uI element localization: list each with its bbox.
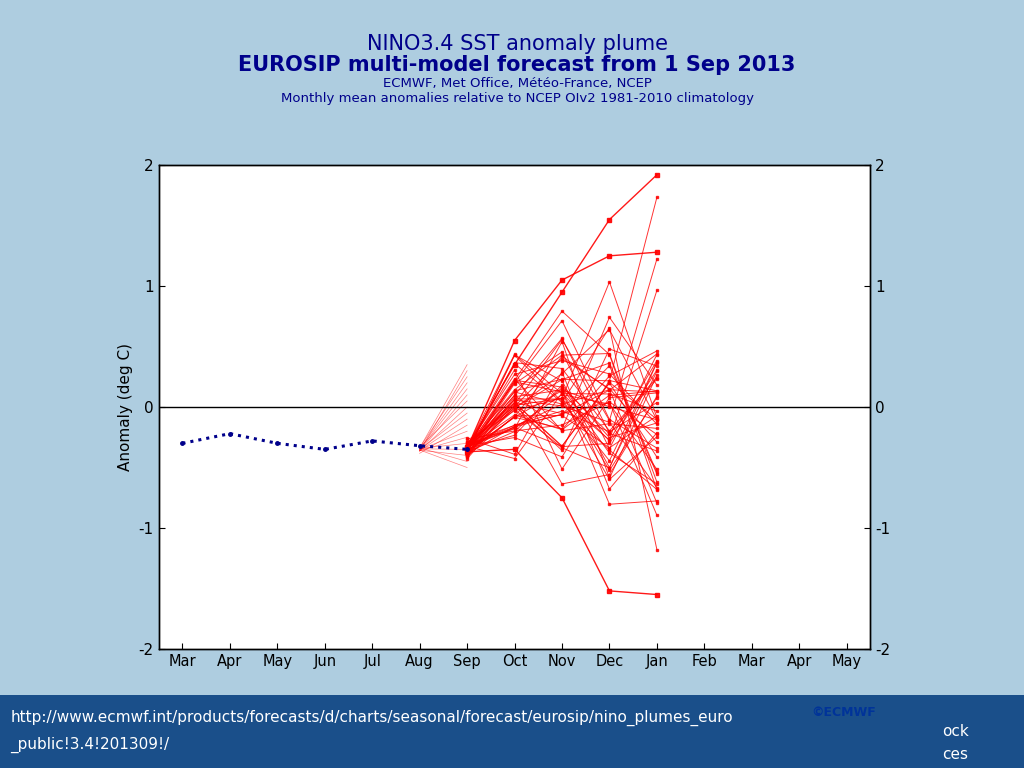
Text: ces: ces: [942, 746, 968, 762]
Y-axis label: Anomaly (deg C): Anomaly (deg C): [118, 343, 133, 471]
Text: _public!3.4!201309!/: _public!3.4!201309!/: [10, 737, 169, 753]
Text: EUROSIP multi-model forecast from 1 Sep 2013: EUROSIP multi-model forecast from 1 Sep …: [239, 55, 796, 74]
Text: 2013: 2013: [377, 700, 416, 715]
Text: ©ECMWF: ©ECMWF: [811, 707, 876, 719]
Text: http://www.ecmwf.int/products/forecasts/d/charts/seasonal/forecast/eurosip/nino_: http://www.ecmwf.int/products/forecasts/…: [10, 710, 733, 727]
Text: Monthly mean anomalies relative to NCEP OIv2 1981-2010 climatology: Monthly mean anomalies relative to NCEP …: [281, 92, 754, 104]
Text: NINO3.4 SST anomaly plume: NINO3.4 SST anomaly plume: [367, 34, 668, 54]
Text: ock: ock: [942, 723, 969, 739]
Text: ECMWF, Met Office, Météo-France, NCEP: ECMWF, Met Office, Météo-France, NCEP: [383, 78, 651, 90]
